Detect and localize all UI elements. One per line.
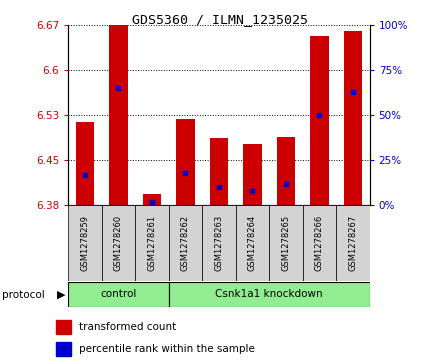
Bar <box>310 36 329 205</box>
FancyBboxPatch shape <box>336 205 370 281</box>
Bar <box>143 194 161 205</box>
Bar <box>243 144 262 205</box>
Text: GSM1278264: GSM1278264 <box>248 215 257 271</box>
Bar <box>176 119 194 205</box>
Text: GSM1278262: GSM1278262 <box>181 215 190 271</box>
Text: GSM1278263: GSM1278263 <box>214 215 224 271</box>
Bar <box>109 25 128 205</box>
FancyBboxPatch shape <box>135 205 169 281</box>
Bar <box>277 138 295 205</box>
Point <box>115 85 122 91</box>
Point <box>349 89 356 95</box>
Point <box>148 199 155 204</box>
FancyBboxPatch shape <box>102 205 135 281</box>
Point <box>216 184 223 190</box>
Bar <box>76 122 94 205</box>
Text: Csnk1a1 knockdown: Csnk1a1 knockdown <box>215 289 323 299</box>
Text: percentile rank within the sample: percentile rank within the sample <box>79 344 255 354</box>
FancyBboxPatch shape <box>68 205 102 281</box>
FancyBboxPatch shape <box>169 205 202 281</box>
FancyBboxPatch shape <box>169 282 370 307</box>
Point <box>282 181 290 187</box>
Text: control: control <box>100 289 137 299</box>
Text: GSM1278260: GSM1278260 <box>114 215 123 271</box>
FancyBboxPatch shape <box>236 205 269 281</box>
FancyBboxPatch shape <box>202 205 236 281</box>
Point <box>81 172 88 178</box>
Bar <box>344 31 362 205</box>
Text: GSM1278265: GSM1278265 <box>281 215 290 271</box>
Bar <box>55 342 71 356</box>
Bar <box>55 320 71 334</box>
Text: GSM1278259: GSM1278259 <box>81 215 89 271</box>
Bar <box>210 138 228 205</box>
Text: GDS5360 / ILMN_1235025: GDS5360 / ILMN_1235025 <box>132 13 308 26</box>
Text: protocol: protocol <box>2 290 45 300</box>
Text: GSM1278261: GSM1278261 <box>147 215 157 271</box>
Text: transformed count: transformed count <box>79 322 176 332</box>
Point <box>249 188 256 193</box>
FancyBboxPatch shape <box>303 205 336 281</box>
FancyBboxPatch shape <box>68 282 169 307</box>
Text: GSM1278267: GSM1278267 <box>348 215 357 271</box>
Point <box>316 112 323 118</box>
Text: ▶: ▶ <box>56 290 65 300</box>
FancyBboxPatch shape <box>269 205 303 281</box>
Text: GSM1278266: GSM1278266 <box>315 215 324 271</box>
Point <box>182 170 189 176</box>
